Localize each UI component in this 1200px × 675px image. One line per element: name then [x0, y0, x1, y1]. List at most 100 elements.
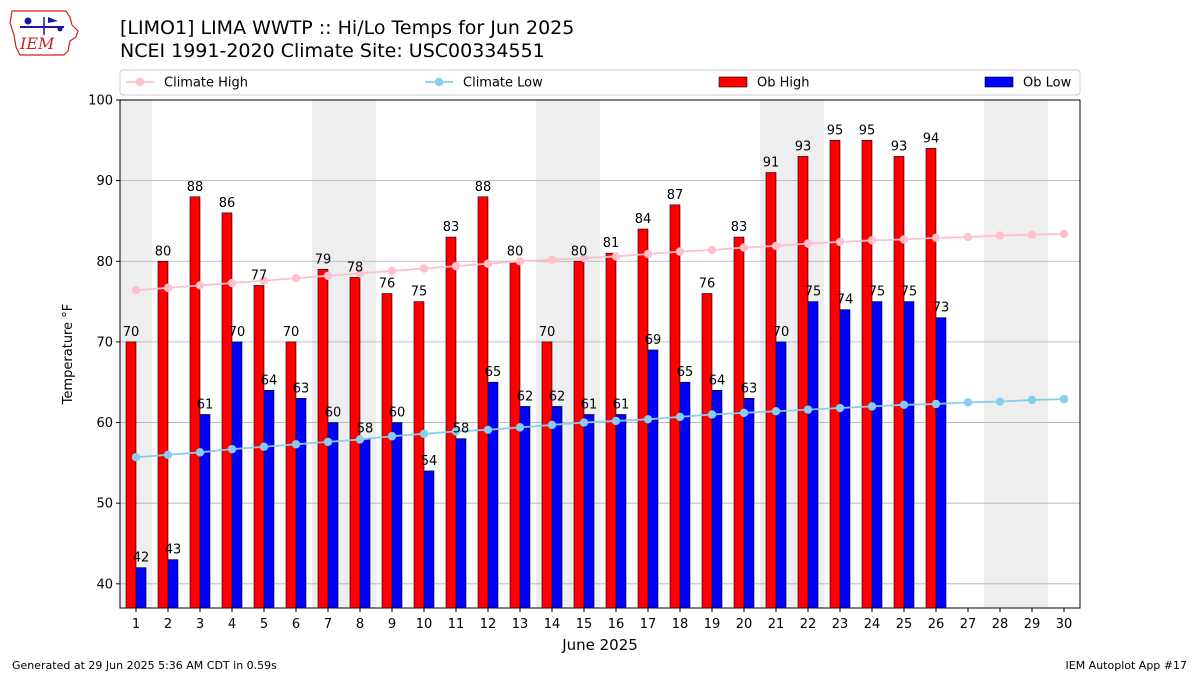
x-tick-label: 25	[896, 617, 913, 632]
climate-high-point	[419, 264, 429, 273]
autoplot-app-label: IEM Autoplot App #17	[1065, 659, 1188, 672]
y-axis: 40 50 60 70 80 90 100	[88, 94, 120, 592]
climate-high-point	[835, 237, 845, 247]
ob-low-value-label: 63	[293, 381, 310, 396]
ob-low-value-label: 64	[261, 373, 278, 388]
ob-high-bar	[509, 260, 521, 609]
x-tick-label: 13	[512, 617, 529, 632]
x-tick-label: 30	[1056, 617, 1073, 632]
x-tick-label: 20	[736, 617, 753, 632]
ob-low-value-label: 62	[517, 389, 534, 404]
climate-low-point	[995, 397, 1005, 406]
ob-high-value-label: 80	[507, 244, 524, 259]
ob-high-value-label: 86	[219, 196, 236, 211]
ob-high-value-label: 80	[571, 244, 588, 259]
ob-low-bar	[743, 398, 755, 609]
chart-title: [LIMO1] LIMA WWTP :: Hi/Lo Temps for Jun…	[120, 17, 575, 39]
x-tick-label: 7	[324, 617, 332, 632]
y-tick-label: 80	[96, 255, 113, 270]
ob-high-value-label: 93	[891, 139, 908, 154]
bar-value-labels: 70 42 80 43 88 61 86 70 77 64 70 63 79 60 78 58 76 60 75 54…	[123, 123, 950, 565]
ob-low-bar	[231, 341, 243, 609]
x-tick-label: 11	[448, 617, 465, 632]
ob-high-value-label: 84	[635, 212, 652, 227]
ob-low-value-label: 75	[901, 285, 918, 300]
climate-high-point	[259, 276, 269, 285]
climate-low-point	[323, 437, 333, 447]
y-tick-label: 70	[96, 335, 113, 350]
legend: Climate High Climate Low Ob High Ob Low	[119, 69, 1081, 96]
y-tick-label: 100	[88, 94, 113, 109]
ob-low-value-label: 75	[869, 285, 886, 300]
ob-low-bar	[935, 317, 947, 609]
ob-high-bar	[477, 196, 489, 609]
climate-high-point	[483, 259, 493, 268]
x-tick-label: 14	[544, 617, 561, 632]
ob-low-bar	[423, 470, 435, 609]
ob-low-value-label: 65	[677, 365, 694, 380]
ob-low-value-label: 69	[645, 333, 662, 348]
ob-low-bar	[903, 301, 915, 609]
ob-low-bar	[839, 309, 851, 609]
ob-high-value-label: 88	[475, 180, 492, 195]
ob-low-bar	[807, 301, 819, 609]
x-tick-label: 18	[672, 617, 689, 632]
climate-low-point	[259, 442, 269, 451]
y-tick-label: 60	[96, 416, 113, 431]
ob-low-bar	[519, 406, 531, 609]
ob-low-bar	[295, 398, 307, 609]
ob-low-value-label: 42	[133, 551, 150, 566]
x-tick-label: 2	[164, 617, 172, 632]
ob-low-value-label: 60	[325, 406, 342, 421]
ob-low-bar	[711, 389, 723, 609]
ob-low-bar	[647, 349, 659, 609]
y-tick-label: 50	[96, 497, 113, 512]
ob-low-value-label: 58	[453, 422, 470, 437]
chart-subtitle: NCEI 1991-2020 Climate Site: USC00334551	[120, 40, 545, 62]
climate-high-point	[131, 286, 141, 295]
ob-high-value-label: 83	[731, 220, 748, 235]
x-tick-label: 26	[928, 617, 945, 632]
ob-low-value-label: 61	[613, 397, 630, 412]
ob-high-bar	[733, 236, 745, 609]
climate-low-point	[803, 405, 813, 414]
ob-high-bar	[541, 341, 553, 609]
ob-low-value-label: 58	[357, 422, 374, 437]
ob-low-value-label: 63	[741, 381, 758, 396]
ob-low-bar	[615, 414, 627, 609]
ob-high-value-label: 79	[315, 252, 332, 267]
x-tick-label: 23	[832, 617, 849, 632]
climate-high-point	[227, 278, 237, 288]
x-tick-label: 21	[768, 617, 785, 632]
climate-high-point	[547, 255, 557, 264]
ob-high-value-label: 75	[411, 285, 428, 300]
climate-low-point	[707, 410, 717, 419]
legend-label: Climate High	[164, 76, 248, 91]
ob-high-bar	[669, 204, 681, 609]
ob-low-bar	[775, 341, 787, 609]
x-tick-label: 24	[864, 617, 881, 632]
ob-high-value-label: 70	[123, 325, 140, 340]
climate-low-point	[963, 398, 973, 407]
generated-timestamp: Generated at 29 Jun 2025 5:36 AM CDT in …	[12, 659, 277, 672]
climate-low-point	[355, 435, 365, 444]
climate-low-point	[643, 415, 653, 424]
climate-low-point	[483, 425, 493, 434]
ob-low-bar	[391, 422, 403, 609]
ob-high-value-label: 76	[379, 277, 396, 292]
ob-low-bar	[871, 301, 883, 609]
climate-low-point	[291, 440, 301, 449]
x-tick-label: 16	[608, 617, 625, 632]
climate-high-point	[611, 252, 621, 261]
ob-low-value-label: 75	[805, 285, 822, 300]
climate-low-point	[771, 407, 781, 416]
climate-high-point	[867, 236, 877, 245]
climate-high-point	[451, 261, 461, 271]
ob-low-value-label: 60	[389, 406, 406, 421]
y-axis-label: Temperature °F	[61, 304, 76, 405]
ob-high-bar	[893, 156, 905, 609]
x-tick-label: 28	[992, 617, 1009, 632]
ob-high-bar	[765, 172, 777, 609]
weekend-band	[1016, 100, 1048, 608]
ob-low-bar	[455, 438, 467, 609]
